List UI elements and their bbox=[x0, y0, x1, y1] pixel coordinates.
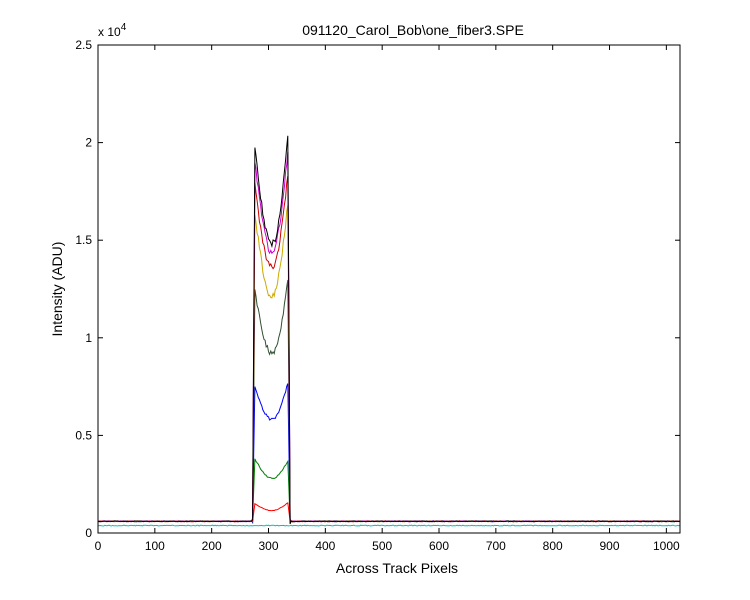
y-tick-label: 0.5 bbox=[75, 428, 92, 442]
series-lines bbox=[97, 135, 681, 527]
y-tick-label: 2 bbox=[85, 136, 92, 150]
y-axis-label: Intensity (ADU) bbox=[49, 242, 65, 337]
x-tick-label: 500 bbox=[372, 539, 392, 553]
x-tick-label: 600 bbox=[429, 539, 449, 553]
y-tick-label: 0 bbox=[85, 526, 92, 540]
y-tick-label: 1.5 bbox=[75, 233, 92, 247]
x-tick-label: 1000 bbox=[653, 539, 680, 553]
plot-background bbox=[98, 45, 680, 533]
x-axis-label: Across Track Pixels bbox=[336, 560, 458, 576]
x-tick-label: 700 bbox=[486, 539, 506, 553]
y-multiplier-base: x 10 bbox=[98, 25, 121, 39]
axes-box bbox=[97, 44, 681, 534]
y-tick-label: 2.5 bbox=[75, 38, 92, 52]
series-line bbox=[97, 524, 681, 527]
chart-title: 091120_Carol_Bob\one_fiber3.SPE bbox=[302, 22, 524, 38]
y-tick-label: 1 bbox=[85, 331, 92, 345]
axis-ticks: 0 100 200 300 400 500 600 700 800 900 1000 0 0.5 1 1.5… bbox=[75, 38, 680, 553]
plot-area bbox=[98, 45, 680, 533]
x-tick-label: 400 bbox=[315, 539, 335, 553]
y-multiplier-label: x 104 bbox=[98, 22, 127, 39]
x-tick-label: 100 bbox=[145, 539, 165, 553]
x-tick-label: 200 bbox=[202, 539, 222, 553]
series-line bbox=[97, 135, 681, 524]
x-tick-label: 800 bbox=[543, 539, 563, 553]
x-tick-label: 0 bbox=[95, 539, 102, 553]
x-tick-label: 900 bbox=[600, 539, 620, 553]
y-multiplier-exponent: 4 bbox=[121, 22, 127, 33]
x-tick-label: 300 bbox=[258, 539, 278, 553]
